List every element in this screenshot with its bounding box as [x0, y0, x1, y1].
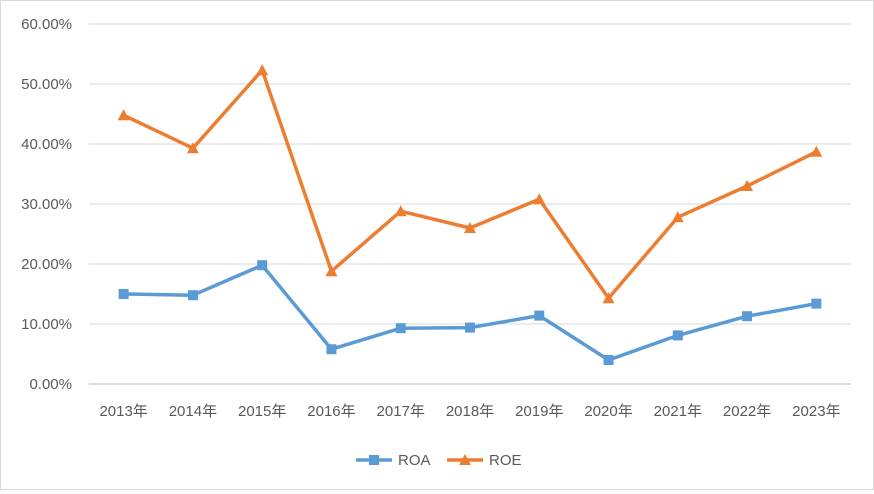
x-axis: 2013年 2014年 2015年 2016年 2017年 2018年 2019年 2020年…	[99, 403, 840, 420]
data-point-roe	[117, 109, 130, 121]
data-point-roa	[187, 290, 198, 301]
data-point-roa	[672, 330, 683, 341]
x-tick-label: 2015年	[238, 403, 286, 420]
y-tick-label: 60.00%	[21, 16, 72, 33]
y-tick-label: 20.00%	[21, 256, 72, 273]
legend: ROA ROE	[356, 452, 522, 469]
legend-item-roa: ROA	[356, 452, 431, 469]
x-tick-label: 2021年	[654, 403, 702, 420]
y-axis: 0.00% 10.00% 20.00% 30.00% 40.00% 50.00% 60.00…	[21, 16, 72, 393]
series-roa	[118, 260, 822, 365]
data-point-roe	[602, 292, 615, 304]
data-point-roa	[118, 289, 129, 299]
x-tick-label: 2020年	[584, 403, 632, 420]
data-point-roe	[810, 145, 823, 157]
legend-item-roe: ROE	[447, 452, 522, 469]
x-tick-label: 2019年	[515, 403, 563, 420]
series-roe	[117, 64, 823, 304]
data-point-roe	[325, 265, 338, 277]
y-tick-label: 0.00%	[29, 376, 72, 393]
data-point-roe	[533, 193, 546, 205]
series-group	[117, 64, 823, 365]
data-point-roe	[394, 205, 407, 217]
x-tick-label: 2014年	[169, 403, 217, 420]
grid-lines	[89, 23, 851, 385]
data-point-roa	[465, 322, 475, 333]
data-point-roe	[256, 64, 269, 76]
y-tick-label: 30.00%	[21, 196, 72, 213]
x-tick-label: 2017年	[377, 403, 425, 420]
data-point-roa	[326, 344, 337, 355]
data-point-roa	[603, 355, 614, 365]
legend-swatch-marker	[459, 454, 471, 465]
x-tick-label: 2016年	[307, 403, 355, 420]
data-point-roe	[464, 222, 476, 233]
data-point-roa	[395, 323, 406, 334]
data-point-roe	[671, 211, 684, 223]
x-tick-label: 2023年	[792, 403, 840, 420]
y-tick-label: 50.00%	[21, 76, 72, 93]
data-point-roe	[186, 142, 199, 154]
data-point-roa	[742, 311, 753, 322]
legend-label: ROE	[489, 452, 522, 469]
legend-label: ROA	[398, 452, 431, 469]
series-line-roa	[121, 263, 819, 362]
data-point-roa	[534, 310, 545, 321]
data-point-roa	[811, 298, 822, 309]
data-point-roa	[257, 260, 268, 271]
x-tick-label: 2022年	[723, 403, 771, 420]
data-point-roe	[741, 180, 754, 191]
y-tick-label: 40.00%	[21, 136, 72, 153]
x-tick-label: 2018年	[446, 403, 494, 420]
y-tick-label: 10.00%	[21, 316, 72, 333]
legend-swatch-marker	[369, 455, 379, 465]
x-tick-label: 2013年	[99, 403, 147, 420]
